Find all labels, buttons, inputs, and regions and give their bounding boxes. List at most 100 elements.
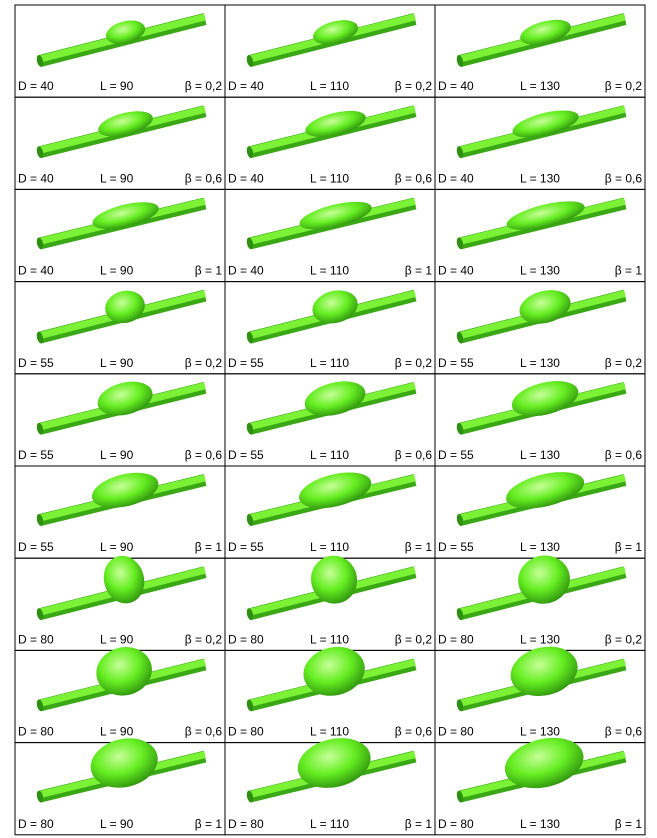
aneurysm	[96, 647, 152, 696]
label-beta: β = 0,2	[185, 79, 223, 93]
label-beta: β = 0,2	[395, 632, 433, 646]
label-d: D = 80	[438, 725, 474, 739]
label-beta: β = 0,6	[185, 725, 223, 739]
aneurysm	[91, 472, 159, 508]
label-d: D = 55	[18, 356, 54, 370]
tube-end	[36, 55, 44, 67]
label-d: D = 80	[18, 632, 54, 646]
label-l: L = 110	[310, 540, 349, 554]
aneurysm	[92, 202, 159, 229]
tube-end	[36, 422, 44, 435]
label-l: L = 110	[310, 448, 349, 462]
tube-end	[246, 608, 254, 621]
tube-end	[246, 699, 254, 712]
label-l: L = 130	[520, 448, 560, 462]
tube-end	[456, 55, 464, 67]
label-d: D = 55	[228, 356, 264, 370]
cell: D = 80 L = 110 β = 0,2	[224, 555, 436, 651]
tube-end	[456, 146, 464, 159]
aneurysm	[518, 555, 570, 604]
label-d: D = 80	[18, 725, 54, 739]
label-beta: β = 0,6	[605, 725, 643, 739]
cell: D = 55 L = 110 β = 0,2	[224, 281, 436, 375]
tube-end	[246, 790, 254, 803]
label-beta: β = 0,6	[185, 171, 223, 185]
label-d: D = 40	[18, 171, 54, 185]
label-l: L = 90	[100, 725, 134, 739]
label-d: D = 80	[438, 632, 474, 646]
label-l: L = 90	[100, 356, 134, 370]
label-beta: β = 1	[405, 264, 433, 278]
label-l: L = 110	[310, 264, 349, 278]
label-l: L = 90	[100, 540, 134, 554]
label-d: D = 55	[438, 356, 474, 370]
aneurysm	[304, 381, 366, 416]
label-d: D = 55	[18, 448, 54, 462]
label-d: D = 40	[18, 264, 54, 278]
tube-end	[246, 146, 254, 159]
cell: D = 40 L = 110 β = 1	[224, 188, 436, 283]
aneurysm	[520, 19, 571, 45]
tube-end	[246, 514, 254, 526]
label-beta: β = 0,6	[395, 725, 433, 739]
label-d: D = 40	[438, 264, 474, 278]
label-l: L = 130	[520, 79, 560, 93]
aneurysm	[510, 646, 578, 697]
label-l: L = 90	[100, 448, 134, 462]
label-l: L = 90	[100, 171, 134, 185]
cell: D = 55 L = 90 β = 1	[14, 465, 226, 559]
label-l: L = 130	[520, 817, 560, 831]
cell: D = 55 L = 130 β = 0,2	[434, 281, 646, 375]
tube-end	[36, 514, 44, 526]
label-d: D = 80	[228, 632, 264, 646]
label-d: D = 40	[228, 264, 264, 278]
aneurysm	[506, 201, 585, 230]
label-beta: β = 0,2	[395, 356, 433, 370]
tube-end	[456, 790, 464, 803]
aneurysm	[310, 555, 358, 604]
cell: D = 80 L = 130 β = 0,2	[434, 555, 646, 651]
label-beta: β = 0,6	[185, 448, 223, 462]
label-d: D = 40	[438, 171, 474, 185]
label-l: L = 110	[310, 171, 349, 185]
label-beta: β = 0,6	[395, 171, 433, 185]
label-d: D = 40	[228, 79, 264, 93]
aneurysm	[305, 110, 366, 137]
aneurysm	[98, 111, 153, 137]
aneurysm	[313, 20, 358, 45]
cell: D = 40 L = 130 β = 1	[434, 188, 646, 283]
cell: D = 80 L = 110 β = 1	[224, 738, 436, 836]
tube-end	[246, 55, 254, 67]
tube-end	[456, 608, 464, 621]
label-beta: β = 1	[195, 540, 223, 554]
label-beta: β = 0,6	[605, 171, 643, 185]
label-l: L = 130	[520, 632, 560, 646]
label-l: L = 110	[310, 79, 349, 93]
cell: D = 80 L = 130 β = 0,6	[434, 646, 646, 744]
cell: D = 40 L = 130 β = 0,2	[434, 4, 646, 98]
aneurysm	[511, 381, 579, 417]
cell: D = 80 L = 90 β = 0,6	[14, 647, 226, 744]
label-d: D = 55	[18, 540, 54, 554]
label-d: D = 55	[438, 448, 474, 462]
label-l: L = 110	[310, 632, 349, 646]
cell: D = 40 L = 90 β = 0,6	[14, 96, 226, 190]
aneurysm	[298, 472, 372, 509]
label-l: L = 130	[520, 540, 560, 554]
cell: D = 80 L = 130 β = 1	[434, 737, 646, 836]
label-l: L = 130	[520, 725, 560, 739]
label-beta: β = 0,2	[185, 632, 223, 646]
cell: D = 55 L = 130 β = 1	[434, 465, 646, 559]
label-beta: β = 1	[405, 817, 433, 831]
label-beta: β = 1	[615, 817, 643, 831]
label-d: D = 40	[438, 79, 474, 93]
aneurysm	[504, 737, 584, 789]
aneurysm	[512, 110, 579, 138]
tube-end	[246, 422, 254, 435]
aneurysm	[105, 290, 145, 324]
label-d: D = 40	[228, 171, 264, 185]
cell: D = 40 L = 90 β = 0,2	[14, 4, 226, 98]
tube-end	[36, 699, 44, 712]
